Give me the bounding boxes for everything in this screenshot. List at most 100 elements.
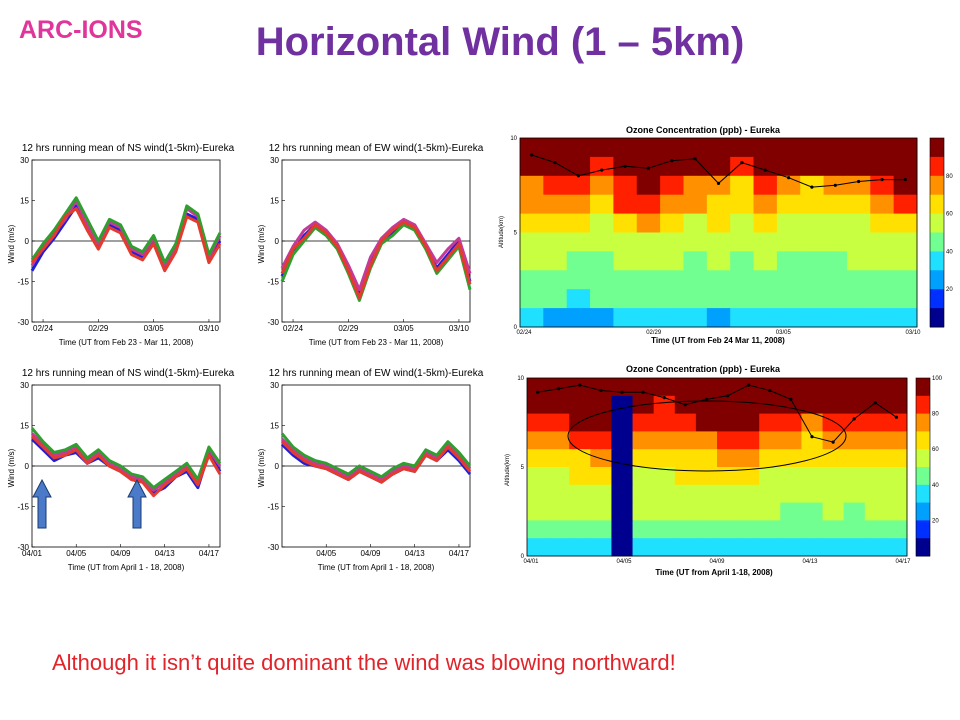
colorbar-segment — [916, 550, 930, 557]
colorbar-segment — [930, 201, 944, 208]
heatmap-cell — [660, 213, 684, 233]
heatmap-cell — [800, 308, 825, 328]
colorbar-segment — [930, 226, 944, 233]
y-axis-label: Altitude(km) — [505, 454, 511, 486]
x-axis-label: Time (UT from Feb 23 - Mar 11, 2008) — [309, 338, 444, 347]
heatmap-cell — [801, 484, 824, 504]
heatmap-cell — [846, 270, 871, 290]
heatmap-cell — [800, 156, 825, 177]
x-axis-label: Time (UT from Feb 24 Mar 11, 2008) — [651, 336, 785, 345]
annotations — [32, 400, 847, 529]
y-tick-label: 5 — [514, 231, 518, 237]
chart-title: 12 hrs running mean of NS wind(1-5km)-Eu… — [22, 143, 235, 154]
colorbar-segment — [916, 401, 930, 409]
chart-title: Ozone Concentration (ppb) - Eureka — [626, 364, 781, 374]
tropopause-point — [530, 153, 534, 157]
heatmap-cell — [870, 194, 895, 215]
heatmap-cell — [864, 395, 887, 415]
heatmap-cell — [801, 467, 824, 486]
colorbar-segment — [916, 502, 930, 510]
heatmap-cell — [776, 213, 801, 233]
x-tick-label: 04/01 — [22, 549, 43, 558]
heatmap-cell — [548, 502, 570, 521]
colorbar-segment — [916, 484, 930, 492]
heatmap-cell — [674, 520, 697, 539]
y-tick-label: 0 — [25, 462, 30, 471]
colorbar-segment — [930, 169, 944, 177]
colorbar-segment — [930, 251, 944, 259]
colorbar-segment — [916, 514, 930, 521]
heatmap-cell — [822, 520, 845, 539]
heatmap-cell — [776, 270, 801, 290]
colorbar-segment — [916, 544, 930, 551]
heatmap-cell — [776, 156, 801, 177]
colorbar-tick-label: 80 — [946, 174, 953, 180]
heatmap-cell — [846, 232, 871, 252]
heatmap-cell — [695, 467, 718, 486]
heatmap-cell — [864, 502, 887, 521]
heatmap-cell — [695, 378, 718, 397]
heatmap-cell — [893, 194, 918, 215]
heatmap-cell — [730, 138, 755, 158]
heatmap-cell — [893, 175, 918, 196]
heatmap-cell — [864, 467, 887, 486]
colorbar-segment — [916, 378, 930, 385]
heatmap-cell — [527, 467, 549, 486]
brand-label: ARC-IONS — [19, 16, 143, 44]
heatmap-cell — [843, 449, 866, 468]
heatmap-cell — [683, 138, 708, 158]
series-line — [30, 435, 222, 498]
heatmap-cell — [801, 538, 824, 557]
heatmap-cell — [738, 378, 760, 397]
heatmap-cell — [843, 395, 866, 415]
heatmap-cell — [660, 194, 684, 215]
heatmap-cell — [520, 194, 544, 215]
heatmap-cell — [543, 213, 568, 233]
y-tick-label: 0 — [275, 237, 280, 246]
heatmap-cell — [613, 308, 638, 328]
heatmap-cell — [660, 175, 684, 196]
heatmap-cell — [613, 194, 638, 215]
tropopause-point — [852, 417, 856, 421]
heatmap-cell — [753, 232, 778, 252]
heatmap-cell — [759, 520, 781, 539]
colorbar-segment — [916, 520, 930, 527]
y-tick-label: 30 — [270, 156, 279, 165]
heatmap-cell — [632, 502, 655, 521]
heatmap-cell — [674, 449, 697, 468]
heatmap-cell — [753, 138, 778, 158]
heatmap-cell — [548, 484, 570, 504]
heatmap-cell — [548, 538, 570, 557]
heatmap-cell — [846, 138, 871, 158]
heatmap-cell — [520, 138, 544, 158]
colorbar-segment — [930, 314, 944, 322]
heatmap-cell — [706, 289, 731, 309]
heatmap-cell — [885, 484, 908, 504]
heatmap-cell — [674, 502, 697, 521]
heatmap-cell — [706, 194, 731, 215]
heatmap-cell — [822, 395, 845, 415]
heatmap-cell — [870, 213, 895, 233]
heatmap-cell — [653, 467, 676, 486]
heatmap-cell — [613, 270, 638, 290]
tropopause-point — [662, 396, 666, 400]
heatmap-cell — [613, 251, 638, 271]
y-axis-label: Wind (m/s) — [7, 224, 16, 263]
colorbar-tick-label: 20 — [932, 518, 939, 524]
x-tick-label: 04/13 — [155, 549, 176, 558]
heatmap-cell — [822, 467, 845, 486]
colorbar-tick-label: 100 — [932, 376, 943, 382]
colorbar-segment — [916, 437, 930, 444]
colorbar-segment — [930, 194, 944, 202]
heatmap-cell — [520, 213, 544, 233]
heatmap-cell — [885, 431, 908, 450]
y-tick-label: -15 — [17, 503, 29, 512]
heatmap-cell — [864, 538, 887, 557]
x-tick-label: 04/05 — [316, 549, 337, 558]
heatmap-cell — [864, 484, 887, 504]
heatmap-cell — [738, 413, 760, 432]
heatmap-cell — [636, 251, 661, 271]
heatmap-cell — [653, 431, 676, 450]
heatmap-cell — [543, 175, 568, 196]
heatmap-cell — [822, 413, 845, 432]
